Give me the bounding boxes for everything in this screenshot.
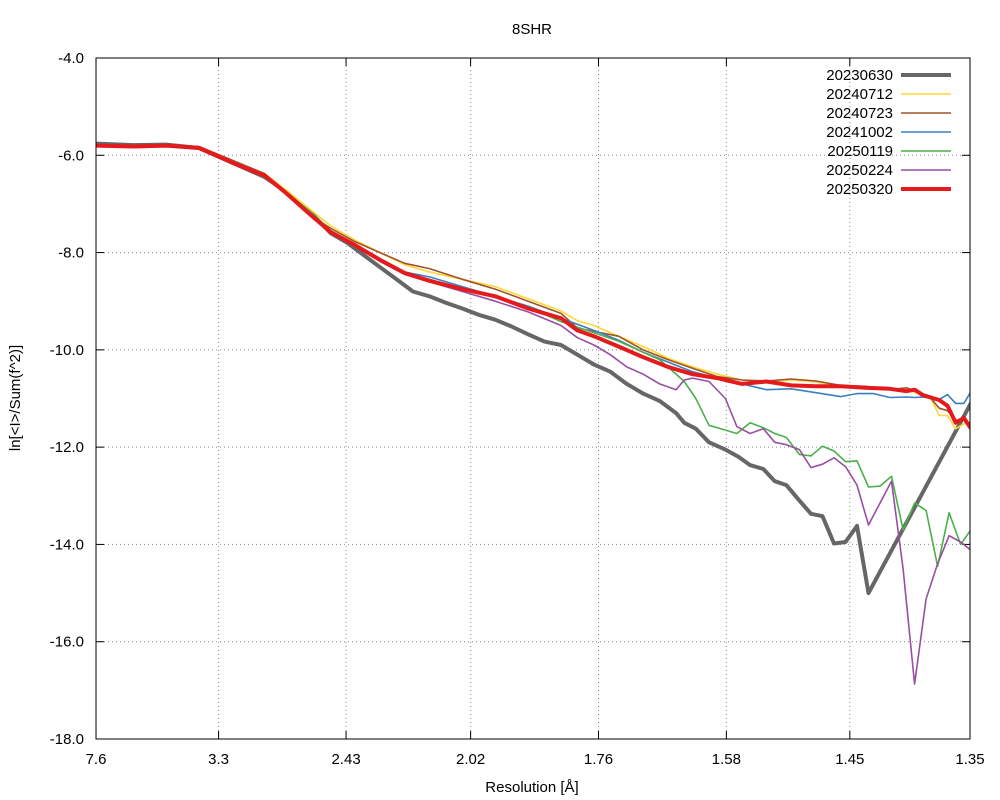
x-tick-label: 1.76 [584, 751, 613, 768]
y-tick-label: -12.0 [50, 439, 84, 456]
legend-label: 20250224 [826, 162, 893, 179]
x-tick-label: 1.58 [712, 751, 741, 768]
legend-label: 20241002 [826, 124, 893, 141]
x-axis-label: Resolution [Å] [485, 779, 578, 796]
x-tick-label: 3.3 [208, 751, 229, 768]
legend-label: 20240723 [826, 105, 893, 122]
x-tick-label: 7.6 [86, 751, 107, 768]
series-line-20250320 [96, 143, 970, 431]
chart-title: 8SHR [512, 21, 552, 38]
legend-label: 20250119 [827, 143, 893, 160]
y-tick-label: -14.0 [50, 536, 84, 553]
legend-label: 20250320 [826, 181, 893, 198]
plot-frame [95, 57, 971, 740]
x-tick-label: 2.43 [331, 751, 360, 768]
legend-label: 20240712 [826, 86, 893, 103]
y-tick-label: -10.0 [50, 342, 84, 359]
y-tick-label: -8.0 [58, 245, 84, 262]
grid [95, 58, 971, 739]
axis-ticks: -18.0 -16.0 -14.0 -12.0 -10.0 -8.0 -6.0 -4.0 7.6… [50, 50, 985, 768]
x-tick-label: 1.45 [835, 751, 864, 768]
y-tick-label: -16.0 [50, 634, 84, 651]
x-tick-label: 1.35 [955, 751, 984, 768]
y-tick-label: -4.0 [58, 50, 84, 67]
series-line-20240712 [96, 144, 970, 430]
y-axis-label: ln[<I>/Sum(f^2)] [7, 345, 24, 451]
y-tick-label: -18.0 [50, 731, 84, 748]
legend: 20230630 20240712 20240723 20241002 20250119… [826, 67, 951, 198]
legend-label: 20230630 [826, 67, 893, 84]
y-tick-label: -6.0 [58, 147, 84, 164]
x-tick-label: 2.02 [456, 751, 485, 768]
data-series [96, 141, 970, 685]
